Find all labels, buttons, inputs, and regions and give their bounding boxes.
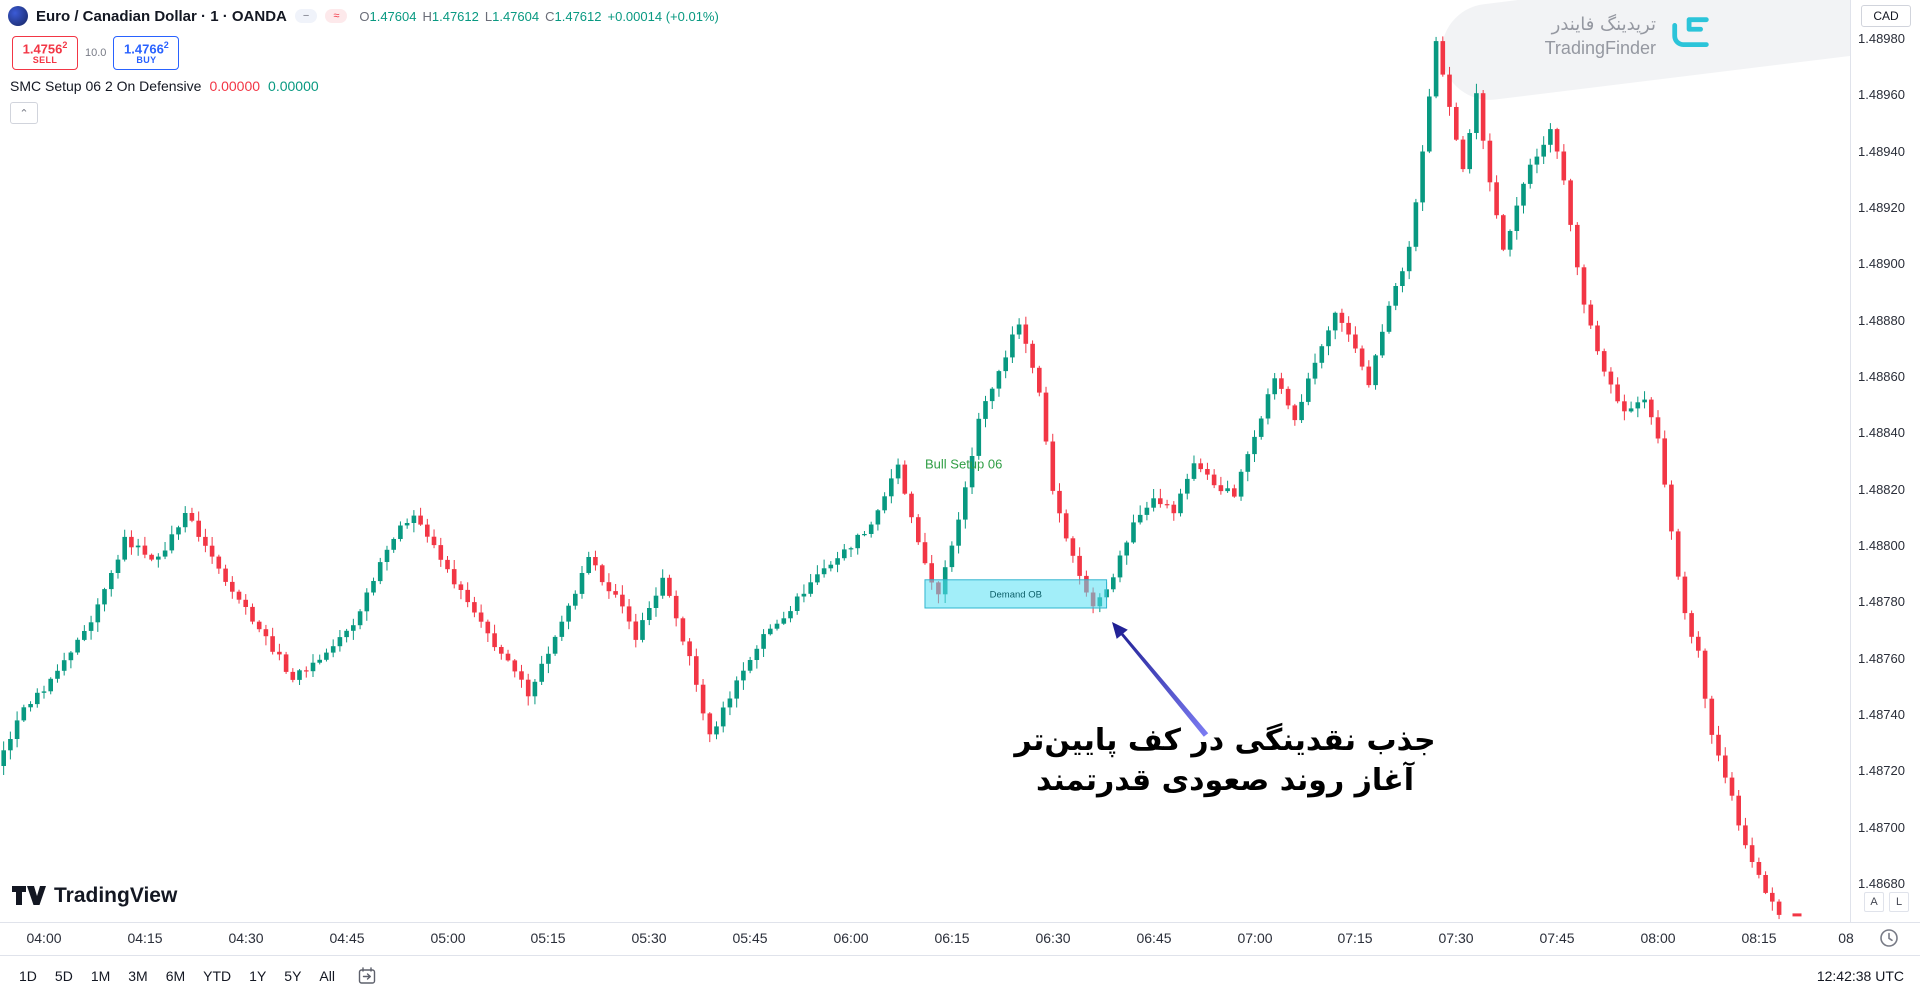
utc-clock[interactable]: 12:42:38 UTC bbox=[1816, 968, 1904, 984]
scale-toggles: A L bbox=[1864, 892, 1909, 912]
time-tick-label: 08:00 bbox=[1640, 930, 1676, 946]
range-button-1m[interactable]: 1M bbox=[90, 968, 111, 984]
ohlc-readout: O1.47604 H1.47612 L1.47604 C1.47612 +0.0… bbox=[359, 8, 719, 24]
price-tick-label: 1.48960 bbox=[1858, 87, 1905, 102]
last-price-dash bbox=[1792, 913, 1802, 917]
range-button-1y[interactable]: 1Y bbox=[249, 968, 267, 984]
tradingview-logo-icon bbox=[12, 886, 46, 905]
delayed-data-icon: ≈ bbox=[325, 9, 348, 23]
liquidity-arrow[interactable] bbox=[1112, 622, 1209, 737]
price-tick-label: 1.48740 bbox=[1858, 707, 1905, 722]
change-readout: +0.00014 (+0.01%) bbox=[607, 8, 719, 24]
indicator-value-1: 0.00000 bbox=[209, 78, 261, 94]
time-tick-label: 06:45 bbox=[1136, 930, 1172, 946]
price-tick-label: 1.48840 bbox=[1858, 425, 1905, 440]
price-tick-label: 1.48720 bbox=[1858, 763, 1905, 778]
tradingfinder-watermark: تریدینگ فایندر TradingFinder bbox=[1545, 14, 1656, 59]
price-tick-label: 1.48860 bbox=[1858, 369, 1905, 384]
buy-button[interactable]: 1.47662 BUY bbox=[113, 36, 180, 70]
time-tick-label: 08 bbox=[1838, 930, 1854, 946]
bull-setup-label: Bull Setup 06 bbox=[925, 456, 1002, 471]
candlestick-chart[interactable]: Demand OB Bull Setup 06 جذب نقدینگی در کف … bbox=[0, 0, 1850, 922]
time-tick-label: 04:45 bbox=[329, 930, 365, 946]
time-tick-label: 07:30 bbox=[1438, 930, 1474, 946]
price-tick-label: 1.48980 bbox=[1858, 31, 1905, 46]
market-status-icon: − bbox=[294, 9, 318, 23]
auto-scale-toggle[interactable]: A bbox=[1864, 892, 1884, 912]
time-tick-label: 06:15 bbox=[934, 930, 970, 946]
price-axis[interactable]: CAD 1.48980 1.48960 1.48940 1.48920 1.48900 1… bbox=[1850, 0, 1920, 922]
time-tick-label: 05:00 bbox=[430, 930, 466, 946]
demand-ob-zone[interactable]: Demand OB bbox=[924, 579, 1108, 609]
tradingview-logo-text: TradingView bbox=[54, 884, 178, 907]
watermark-en-text: TradingFinder bbox=[1544, 37, 1656, 58]
price-tick-label: 1.48900 bbox=[1858, 256, 1905, 271]
time-tick-label: 04:15 bbox=[127, 930, 163, 946]
tradingfinder-logo-icon bbox=[1672, 17, 1709, 47]
log-scale-toggle[interactable]: L bbox=[1889, 892, 1909, 912]
time-tick-label: 07:45 bbox=[1539, 930, 1575, 946]
candles-layer bbox=[1, 36, 1782, 920]
time-tick-label: 04:00 bbox=[26, 930, 62, 946]
range-button-all[interactable]: All bbox=[319, 968, 335, 984]
price-tick-label: 1.48760 bbox=[1858, 651, 1905, 666]
range-button-5d[interactable]: 5D bbox=[54, 968, 73, 984]
time-tick-label: 04:30 bbox=[228, 930, 264, 946]
indicator-value-2: 0.00000 bbox=[268, 78, 319, 94]
price-tick-label: 1.48780 bbox=[1858, 594, 1905, 609]
time-tick-label: 05:15 bbox=[530, 930, 566, 946]
indicator-name[interactable]: SMC Setup 06 2 On Defensive bbox=[10, 78, 202, 94]
range-button-6m[interactable]: 6M bbox=[165, 968, 186, 984]
sell-button[interactable]: 1.47562 SELL bbox=[12, 36, 78, 70]
buy-sell-widget: 1.47562 SELL 10.0 1.47662 BUY bbox=[12, 36, 180, 70]
collapse-legend-button[interactable]: ⌃ bbox=[10, 102, 38, 124]
symbol-title[interactable]: Euro / Canadian Dollar · 1 · OANDA bbox=[36, 7, 287, 25]
price-tick-label: 1.48920 bbox=[1858, 200, 1905, 215]
time-tick-label: 06:30 bbox=[1035, 930, 1071, 946]
callout-line-1[interactable]: جذب نقدینگی در کف پایین‌تر bbox=[1012, 722, 1435, 758]
timezone-clock-icon[interactable] bbox=[1879, 928, 1899, 948]
price-tick-label: 1.48700 bbox=[1858, 820, 1905, 835]
time-tick-label: 05:45 bbox=[732, 930, 768, 946]
go-to-date-icon[interactable] bbox=[358, 967, 376, 985]
time-tick-label: 05:30 bbox=[631, 930, 667, 946]
price-tick-label: 1.48940 bbox=[1858, 144, 1905, 159]
range-button-5y[interactable]: 5Y bbox=[284, 968, 302, 984]
time-tick-label: 07:00 bbox=[1237, 930, 1273, 946]
indicator-legend: SMC Setup 06 2 On Defensive 0.00000 0.00… bbox=[10, 78, 319, 94]
currency-label: CAD bbox=[1861, 5, 1911, 27]
range-button-ytd[interactable]: YTD bbox=[203, 968, 232, 984]
range-button-3m[interactable]: 3M bbox=[128, 968, 148, 984]
bottom-toolbar: 1D 5D 1M 3M 6M YTD 1Y 5Y All 12:42:38 UT… bbox=[0, 955, 1920, 996]
tradingview-attribution[interactable]: TradingView bbox=[12, 884, 177, 908]
watermark-fa-text: تریدینگ فایندر bbox=[1551, 14, 1656, 35]
spread-value: 10.0 bbox=[85, 47, 107, 59]
symbol-header: Euro / Canadian Dollar · 1 · OANDA − ≈ O… bbox=[8, 6, 719, 26]
svg-text:Demand OB: Demand OB bbox=[990, 589, 1042, 600]
price-tick-label: 1.48800 bbox=[1858, 538, 1905, 553]
time-tick-label: 07:15 bbox=[1337, 930, 1373, 946]
callout-line-2[interactable]: آغاز روند صعودی قدرتمند bbox=[1036, 761, 1415, 798]
price-tick-label: 1.48880 bbox=[1858, 313, 1905, 328]
range-button-1d[interactable]: 1D bbox=[19, 968, 37, 984]
time-tick-label: 06:00 bbox=[833, 930, 869, 946]
time-tick-label: 08:15 bbox=[1741, 930, 1777, 946]
price-tick-label: 1.48820 bbox=[1858, 482, 1905, 497]
instrument-logo[interactable] bbox=[8, 6, 28, 26]
time-axis[interactable]: 04:00 04:15 04:30 04:45 05:00 05:15 05:30 05:45… bbox=[0, 922, 1920, 956]
price-tick-label: 1.48680 bbox=[1858, 876, 1905, 891]
